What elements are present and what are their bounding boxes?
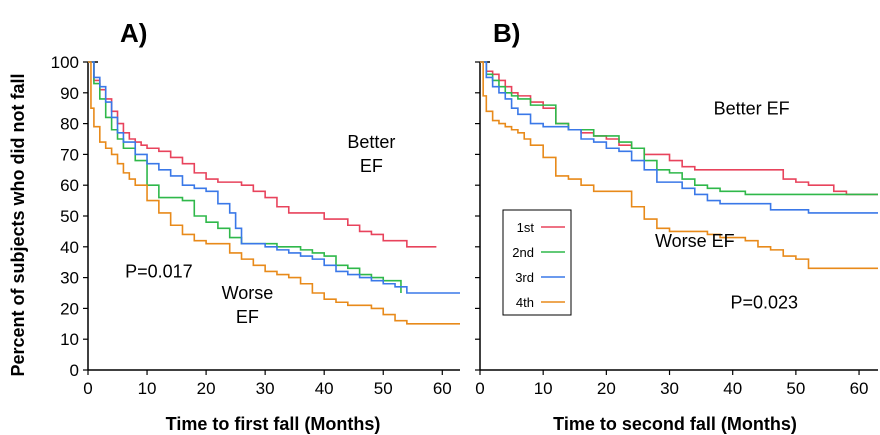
x-tick-label: 0 (475, 379, 484, 398)
y-tick-label: 70 (60, 145, 79, 164)
panel-b-series-3rd (480, 61, 878, 214)
annotation-line: P=0.017 (125, 262, 193, 282)
annotation-line: EF (236, 307, 259, 327)
x-tick-label: 60 (850, 379, 869, 398)
y-tick-label: 20 (60, 299, 79, 318)
legend-label: 3rd (515, 270, 534, 285)
x-tick-label: 40 (723, 379, 742, 398)
x-tick-label: 50 (786, 379, 805, 398)
panel-b-annotations: Better EF Worse EF P=0.023 (655, 98, 798, 312)
panel-a-x-axis-title: Time to first fall (Months) (166, 414, 381, 434)
annotation-line: P=0.023 (731, 292, 799, 312)
y-tick-label: 10 (60, 330, 79, 349)
legend-label: 2nd (512, 245, 534, 260)
panel-b: B) 0 10 20 30 40 50 60 Better EF Worse EF P=0.02… (475, 18, 878, 434)
x-tick-label: 50 (374, 379, 393, 398)
panel-a-series-1st (88, 61, 437, 248)
panel-a-ticks: 0 10 20 30 40 50 60 70 80 90 100 0 10 20 30 40 50 60 (51, 53, 460, 398)
panel-b-ticks: 0 10 20 30 40 50 60 (475, 61, 878, 398)
legend: 1st 2nd 3rd 4th (502, 209, 572, 316)
panel-a: A) 0 10 20 30 40 50 60 70 80 90 100 0 10 20 30 40 50 60 B… (51, 18, 460, 434)
y-tick-label: 90 (60, 84, 79, 103)
annotation-line: Better EF (714, 98, 790, 118)
y-tick-label: 30 (60, 269, 79, 288)
y-tick-label: 0 (70, 361, 79, 380)
legend-label: 4th (516, 295, 534, 310)
panel-a-series-4th (88, 61, 460, 325)
annotation: Better EF (347, 132, 395, 176)
x-tick-label: 40 (315, 379, 334, 398)
x-tick-label: 0 (83, 379, 92, 398)
annotation-line: Better (347, 132, 395, 152)
panel-a-annotations: Better EF Worse EF P=0.017 (125, 132, 395, 327)
x-tick-label: 20 (197, 379, 216, 398)
panel-b-series-2nd (480, 61, 878, 196)
y-tick-label: 50 (60, 207, 79, 226)
panel-b-series (480, 61, 878, 270)
annotation-line: Worse (222, 283, 274, 303)
x-tick-label: 10 (138, 379, 157, 398)
panel-a-series-3rd (88, 61, 460, 294)
legend-box (502, 209, 572, 316)
annotation: Worse EF (655, 231, 735, 251)
panel-label-b: B) (493, 18, 520, 48)
panel-a-series (88, 61, 460, 325)
y-tick-label: 80 (60, 115, 79, 134)
annotation: P=0.023 (731, 292, 799, 312)
x-tick-label: 60 (433, 379, 452, 398)
annotation-line: Worse EF (655, 231, 735, 251)
annotation: Worse EF (222, 283, 274, 327)
panel-b-series-1st (480, 61, 878, 196)
x-tick-label: 30 (660, 379, 679, 398)
panel-b-series-4th (480, 61, 878, 270)
legend-label: 1st (517, 220, 535, 235)
annotation: Better EF (714, 98, 790, 118)
x-tick-label: 30 (256, 379, 275, 398)
y-tick-label: 60 (60, 176, 79, 195)
y-tick-label: 100 (51, 53, 79, 72)
panel-b-x-axis-title: Time to second fall (Months) (553, 414, 797, 434)
annotation: P=0.017 (125, 262, 193, 282)
x-tick-label: 20 (597, 379, 616, 398)
x-tick-label: 10 (534, 379, 553, 398)
y-axis-title: Percent of subjects who did not fall (8, 73, 28, 376)
annotation-line: EF (360, 156, 383, 176)
panel-label-a: A) (120, 18, 147, 48)
y-tick-label: 40 (60, 238, 79, 257)
